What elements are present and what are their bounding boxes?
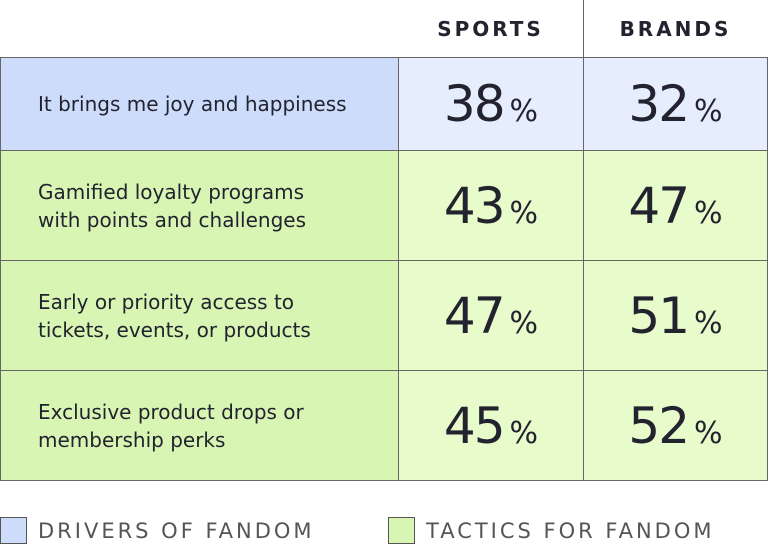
value-cell: 45% <box>398 370 584 481</box>
value-cell: 43% <box>398 150 584 261</box>
percent-sign: % <box>694 305 723 341</box>
percentage: 51 <box>628 286 690 345</box>
percent-sign: % <box>694 415 723 451</box>
percentage: 38 <box>443 75 506 133</box>
value-cell: 38% <box>398 57 584 151</box>
label-line: membership perks <box>38 427 226 452</box>
percentage: 47 <box>443 286 506 345</box>
row-label: Gamified loyalty programs with points and… <box>0 150 399 261</box>
label-line: It brings me joy and happiness <box>38 92 347 116</box>
legend-swatch <box>388 517 415 544</box>
percent-sign: % <box>509 305 539 341</box>
label-line: Exclusive product drops or <box>38 399 304 424</box>
percent-sign: % <box>694 195 723 231</box>
row-label: Early or priority access to tickets, even… <box>0 260 399 371</box>
value-cell: 47% <box>398 260 584 371</box>
label-line: tickets, events, or products <box>38 317 311 342</box>
percent-sign: % <box>509 415 539 451</box>
label-line: with points and challenges <box>38 207 306 232</box>
percentage: 45 <box>443 396 506 455</box>
value-cell: 52% <box>583 370 768 481</box>
column-header: BRANDS <box>619 16 732 41</box>
percentage: 32 <box>628 75 690 133</box>
percentage: 52 <box>628 396 690 455</box>
percentage: 43 <box>443 176 506 235</box>
legend-label: DRIVERS OF FANDOM <box>38 519 315 543</box>
percent-sign: % <box>694 94 723 129</box>
column-header: SPORTS <box>437 16 544 41</box>
divider <box>583 0 584 57</box>
label-line: Gamified loyalty programs <box>38 179 305 204</box>
row-label: It brings me joy and happiness <box>0 57 399 151</box>
legend-label: TACTICS FOR FANDOM <box>426 519 715 543</box>
value-cell: 47% <box>583 150 768 261</box>
value-cell: 32% <box>583 57 768 151</box>
percentage: 47 <box>628 176 690 235</box>
percent-sign: % <box>509 94 539 129</box>
percent-sign: % <box>509 195 539 231</box>
row-label: Exclusive product drops or membership per… <box>0 370 399 481</box>
label-line: Early or priority access to <box>38 289 295 314</box>
value-cell: 51% <box>583 260 768 371</box>
legend-swatch <box>0 517 27 544</box>
